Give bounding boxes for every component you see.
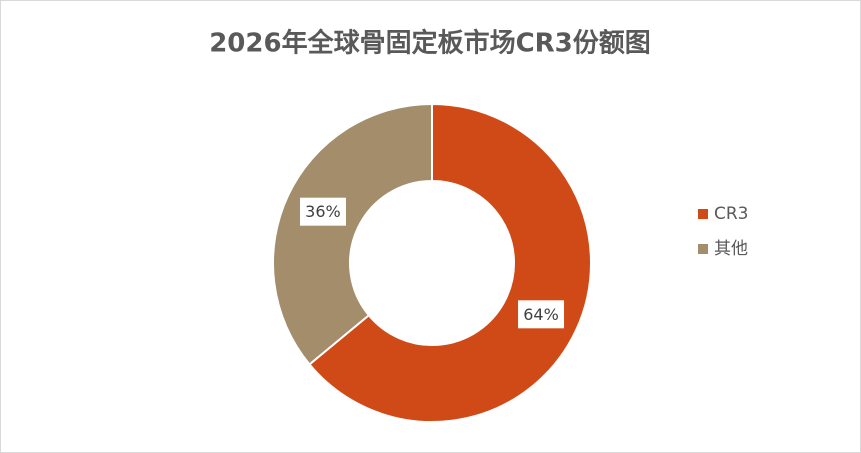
legend-swatch — [698, 244, 708, 254]
donut-slice — [308, 102, 592, 423]
legend-label: CR3 — [714, 204, 749, 224]
label-box — [518, 300, 565, 329]
legend-label: 其他 — [714, 239, 748, 259]
donut-slice — [272, 102, 433, 366]
data-label: 36% — [305, 202, 341, 221]
chart-title: 2026年全球骨固定板市场CR3份额图 — [209, 28, 651, 59]
label-box — [299, 197, 346, 226]
data-label: 64% — [523, 305, 559, 324]
legend-swatch — [698, 209, 708, 219]
